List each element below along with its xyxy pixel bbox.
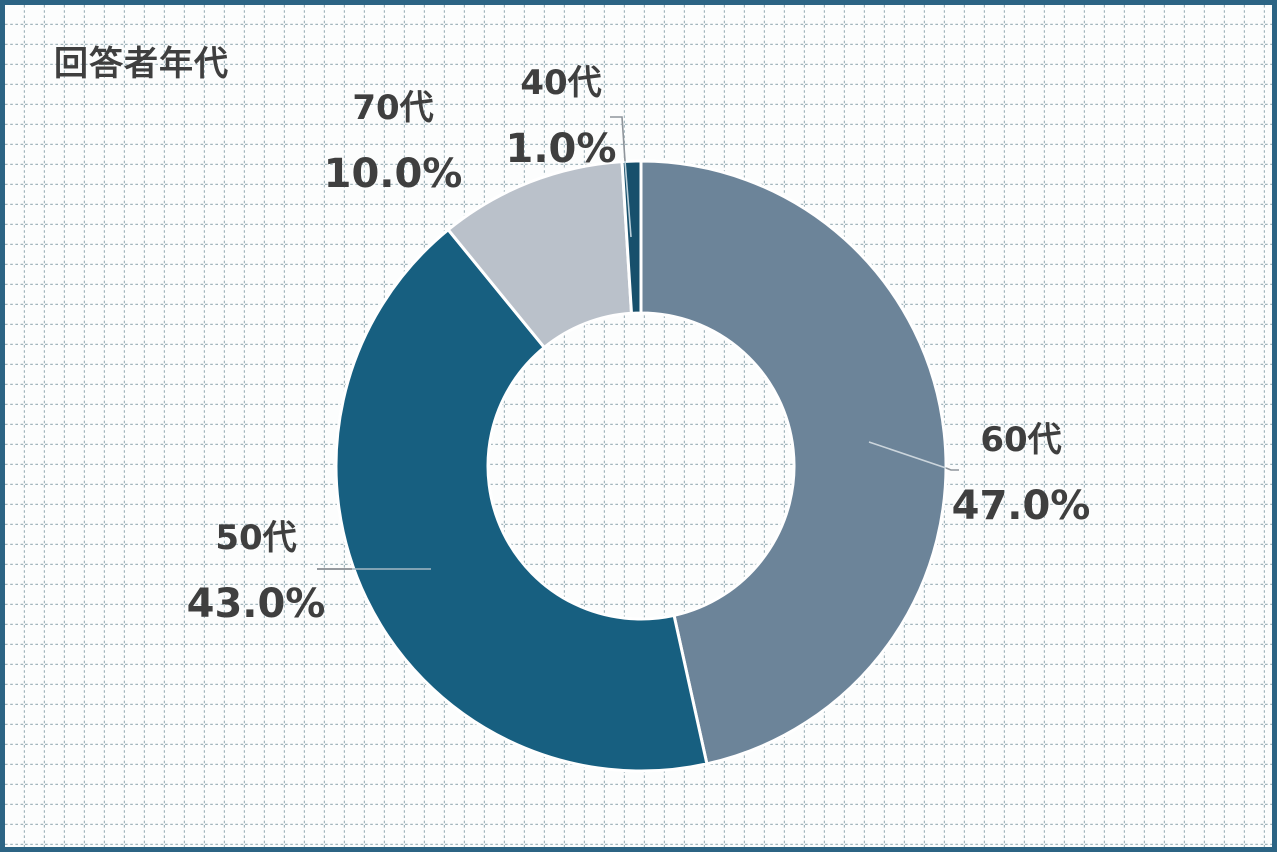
leader-line-60dai-outer <box>945 467 959 471</box>
slice-label-40dai: 40代 <box>520 63 602 103</box>
grid-paper-background <box>5 5 1272 847</box>
label-group-70dai: 70代 10.0% <box>324 75 463 207</box>
leader-lines <box>317 116 959 570</box>
leader-line-40dai-outer <box>610 116 626 162</box>
pie-slices <box>334 159 948 773</box>
label-group-60dai: 60代 47.0% <box>952 407 1091 539</box>
slice-label-50dai: 50代 <box>215 518 297 558</box>
slice-value-40dai: 1.0% <box>505 126 617 172</box>
pie-slice-60代 <box>639 159 948 766</box>
chart-title: 回答者年代 <box>54 44 229 84</box>
slice-value-70dai: 10.0% <box>323 151 463 197</box>
leader-line-60dai-inner <box>868 441 947 469</box>
label-group-40dai: 40代 1.0% <box>506 50 617 182</box>
slice-label-70dai: 70代 <box>352 88 434 128</box>
label-group-50dai: 50代 43.0% <box>187 505 326 637</box>
slice-value-60dai: 47.0% <box>951 483 1091 529</box>
pie-slice-50代 <box>334 228 709 773</box>
slice-label-60dai: 60代 <box>980 420 1062 460</box>
slice-value-50dai: 43.0% <box>186 581 326 627</box>
pie-slice-40代 <box>620 159 643 315</box>
leader-line-40dai-inner <box>624 160 632 238</box>
